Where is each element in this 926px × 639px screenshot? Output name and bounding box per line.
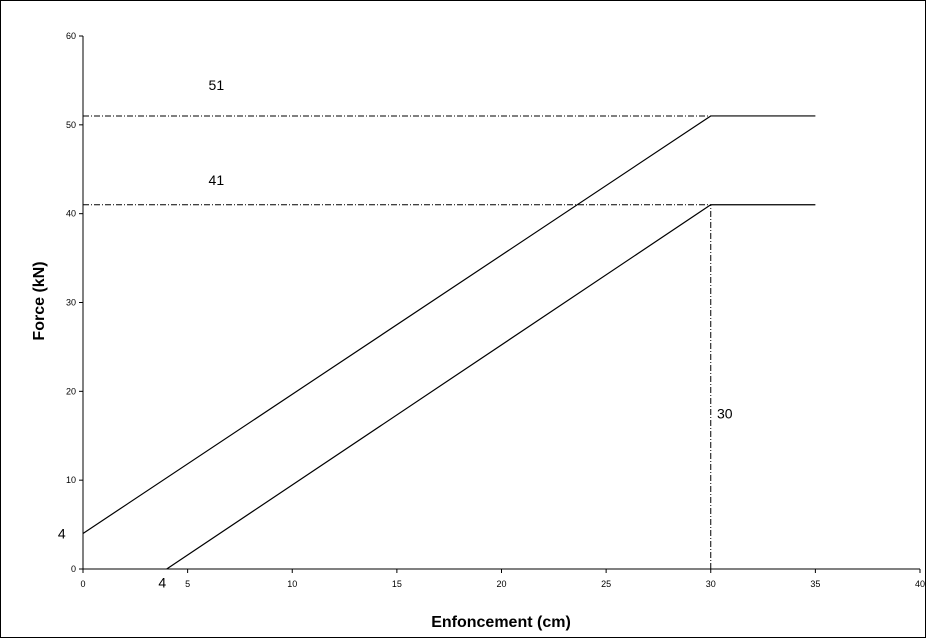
- series-layer: [82, 115, 816, 570]
- axes-layer: [79, 35, 921, 573]
- reference-lines-layer: [83, 115, 712, 569]
- annotation-label: 30: [717, 406, 733, 422]
- y-tick-label: 10: [66, 475, 76, 485]
- series-line-2: [166, 204, 816, 570]
- y-tick-label: 30: [66, 298, 76, 308]
- x-tick-label: 30: [706, 579, 716, 589]
- tick-labels-layer: 0 5 10 15 20 25 30 35 40 0 10 20 30 40 50 60: [66, 31, 925, 589]
- x-tick-label: 15: [392, 579, 402, 589]
- x-tick-label: 5: [185, 579, 190, 589]
- x-tick-label: 20: [496, 579, 506, 589]
- annotation-label: 4: [158, 574, 166, 590]
- annotation-label: 4: [58, 525, 66, 541]
- x-tick-label: 10: [287, 579, 297, 589]
- series-line-1: [82, 115, 816, 534]
- annotation-label: 41: [209, 172, 225, 188]
- y-axis-title: Force (kN): [31, 261, 48, 340]
- x-axis-title: Enfoncement (cm): [431, 614, 571, 631]
- y-tick-label: 40: [66, 209, 76, 219]
- x-tick-label: 0: [80, 579, 85, 589]
- y-tick-label: 0: [71, 564, 76, 574]
- y-tick-label: 20: [66, 386, 76, 396]
- annotations-layer: 51 41 30 4 4: [58, 77, 733, 590]
- x-tick-label: 40: [915, 579, 925, 589]
- x-tick-label: 25: [601, 579, 611, 589]
- x-tick-label: 35: [810, 579, 820, 589]
- y-tick-label: 50: [66, 120, 76, 130]
- annotation-label: 51: [209, 77, 225, 93]
- y-tick-label: 60: [66, 31, 76, 41]
